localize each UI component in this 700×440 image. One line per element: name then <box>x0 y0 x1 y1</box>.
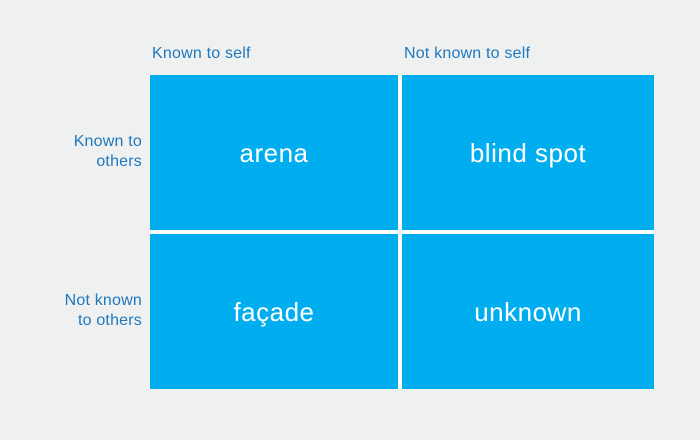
column-header-known-to-self: Known to self <box>152 45 251 62</box>
quadrant-arena-label: arena <box>239 137 309 168</box>
quadrant-unknown: unknown <box>402 234 654 389</box>
quadrant-facade-label: façade <box>233 296 315 327</box>
row-header-not-known-to-others: Not known to others <box>64 292 142 329</box>
quadrant-unknown-label: unknown <box>474 296 582 327</box>
column-header-not-known-to-self: Not known to self <box>404 45 531 62</box>
quadrant-facade: façade <box>150 234 398 389</box>
row-header-known-to-others: Known to others <box>73 133 142 170</box>
quadrant-grid: arena blind spot façade unknown <box>150 75 654 389</box>
quadrant-blind-spot: blind spot <box>402 75 654 230</box>
quadrant-blind-spot-label: blind spot <box>469 137 587 168</box>
quadrant-arena: arena <box>150 75 398 230</box>
